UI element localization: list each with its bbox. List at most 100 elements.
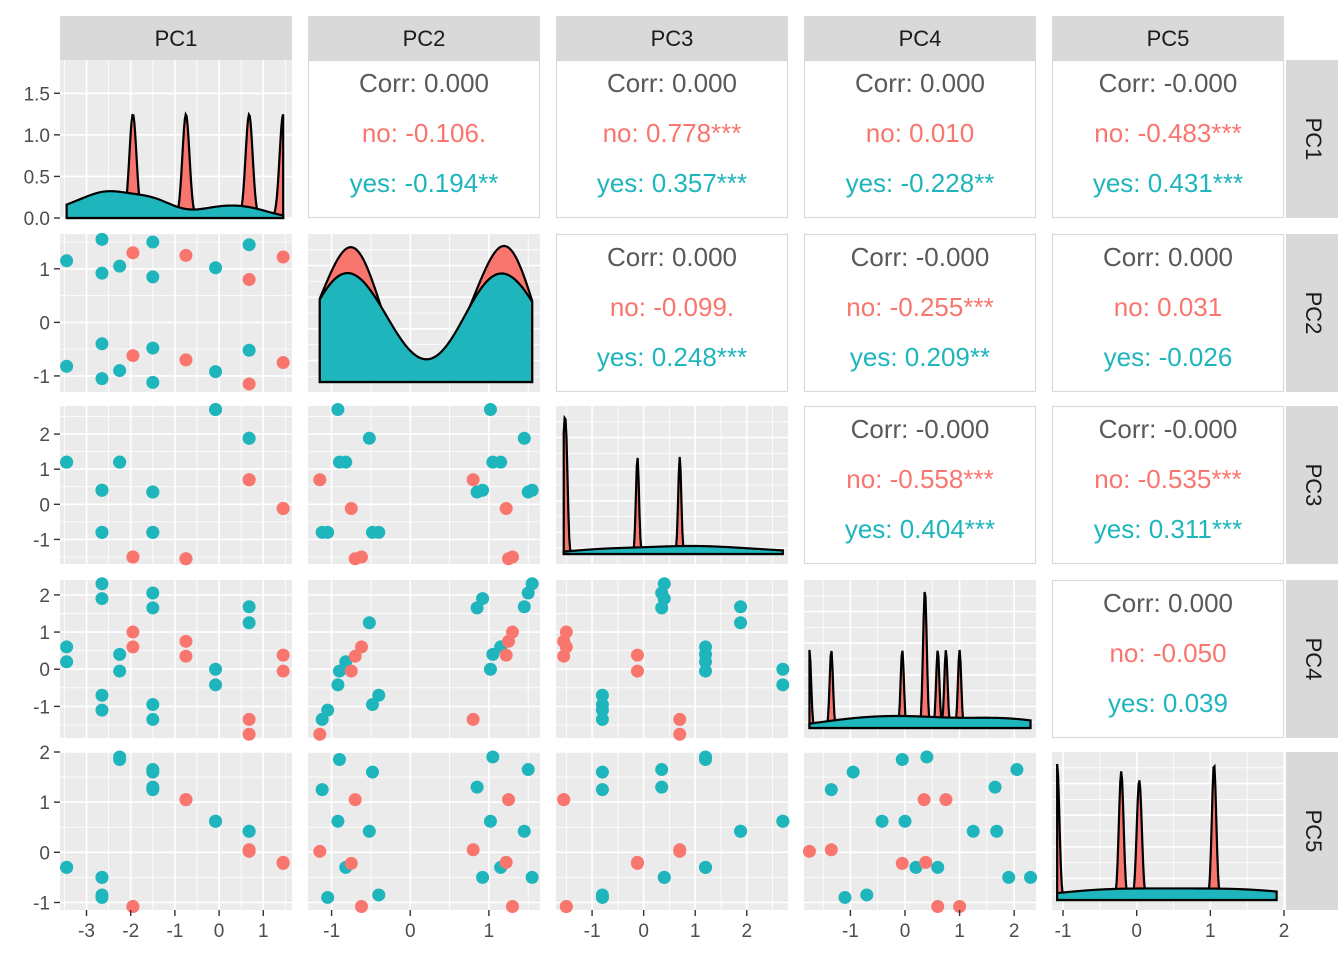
- point-yes: [95, 592, 109, 606]
- point-yes: [486, 455, 500, 469]
- x-tick-label: 1: [1205, 921, 1216, 942]
- point-no: [126, 899, 140, 913]
- point-no: [313, 844, 327, 858]
- point-no: [505, 899, 519, 913]
- panel-pc4-pc1: [60, 577, 292, 741]
- point-yes: [95, 232, 109, 246]
- corr-yes-text: yes: 0.431***: [1093, 168, 1243, 198]
- point-yes: [113, 664, 127, 678]
- point-no: [242, 273, 256, 287]
- corr-panel-frame: [555, 233, 789, 393]
- panel-pc2-pc3: Corr: 0.000 no: -0.099. yes: 0.248***: [555, 233, 789, 393]
- point-no: [557, 634, 571, 648]
- x-tick-label: 0: [405, 921, 416, 942]
- point-yes: [909, 860, 923, 874]
- point-no: [502, 552, 516, 566]
- point-no: [276, 648, 290, 662]
- point-yes: [146, 765, 160, 779]
- x-tick-label: -1: [323, 921, 340, 942]
- point-yes: [60, 655, 74, 669]
- point-no: [673, 727, 687, 741]
- panel-background: [60, 406, 292, 564]
- corr-overall-text: Corr: -0.000: [851, 414, 990, 444]
- point-yes: [734, 600, 748, 614]
- x-tick-label: -1: [1055, 921, 1072, 942]
- y-tick-label: -1: [33, 530, 50, 551]
- y-tick-label: 0.0: [24, 209, 50, 230]
- panel-pc5-pc4: [802, 750, 1038, 913]
- point-yes: [1010, 763, 1024, 777]
- y-tick-label: 2: [39, 425, 50, 446]
- x-tick-label: 1: [484, 921, 495, 942]
- point-yes: [931, 860, 945, 874]
- point-yes: [365, 698, 379, 712]
- point-yes: [470, 601, 484, 615]
- strip-label-top-pc3: PC3: [651, 26, 694, 51]
- strip-label-top-pc4: PC4: [899, 26, 942, 51]
- point-no: [242, 473, 256, 487]
- panel-pc5-pc1: [60, 750, 292, 913]
- point-yes: [95, 703, 109, 717]
- y-tick-label: 0: [39, 495, 50, 516]
- point-no: [242, 727, 256, 741]
- point-yes: [95, 688, 109, 702]
- point-yes: [895, 753, 909, 767]
- corr-overall-text: Corr: 0.000: [1103, 242, 1233, 272]
- corr-yes-text: yes: -0.228**: [846, 168, 995, 198]
- point-yes: [95, 870, 109, 884]
- y-tick-label: 1.0: [24, 126, 50, 147]
- panel-pc3-pc2: [308, 403, 540, 566]
- point-no: [919, 855, 933, 869]
- point-yes: [209, 403, 223, 417]
- point-yes: [146, 270, 160, 284]
- point-no: [466, 712, 480, 726]
- density-yes: [1056, 887, 1278, 902]
- corr-no-text: no: -0.099.: [610, 292, 734, 322]
- point-yes: [655, 601, 669, 615]
- panel-background: [60, 752, 292, 910]
- point-yes: [60, 860, 74, 874]
- point-no: [354, 640, 368, 654]
- strip-label-right-pc3: PC3: [1301, 464, 1326, 507]
- panel-pc1-pc5: Corr: -0.000 no: -0.483*** yes: 0.431***: [1051, 59, 1285, 219]
- corr-no-text: no: -0.535***: [1094, 464, 1241, 494]
- panel-pc4-pc4: [804, 580, 1036, 738]
- point-no: [895, 856, 909, 870]
- point-yes: [517, 600, 531, 614]
- panel-pc2-pc5: Corr: 0.000 no: 0.031 yes: -0.026: [1051, 233, 1285, 393]
- point-no: [126, 246, 140, 260]
- y-tick-label: -1: [33, 367, 50, 388]
- x-tick-label: 0: [214, 921, 225, 942]
- point-yes: [209, 814, 223, 828]
- point-yes: [595, 688, 609, 702]
- corr-no-text: no: 0.778***: [603, 118, 742, 148]
- point-no: [802, 844, 816, 858]
- x-tick-label: 0: [638, 921, 649, 942]
- y-tick-label: -1: [33, 893, 50, 914]
- point-yes: [60, 254, 74, 268]
- y-tick-label: 0: [39, 660, 50, 681]
- strip-top-pc4: [804, 16, 1036, 60]
- x-tick-label: 2: [1279, 921, 1290, 942]
- panel-background: [556, 752, 788, 910]
- point-yes: [362, 824, 376, 838]
- point-yes: [331, 814, 345, 828]
- point-no: [313, 473, 327, 487]
- strip-right-pc5: [1286, 752, 1338, 910]
- point-yes: [595, 765, 609, 779]
- point-yes: [95, 525, 109, 539]
- corr-panel-frame: [555, 59, 789, 219]
- corr-yes-text: yes: -0.026: [1104, 342, 1233, 372]
- point-yes: [315, 783, 329, 797]
- point-no: [179, 793, 193, 807]
- point-no: [242, 712, 256, 726]
- x-tick-label: 2: [1009, 921, 1020, 942]
- point-no: [179, 634, 193, 648]
- corr-panel-frame: [1051, 405, 1285, 565]
- point-yes: [321, 890, 335, 904]
- point-yes: [699, 753, 713, 767]
- y-tick-label: 1: [39, 260, 50, 281]
- point-yes: [920, 750, 934, 764]
- point-yes: [476, 870, 490, 884]
- x-tick-label: -1: [842, 921, 859, 942]
